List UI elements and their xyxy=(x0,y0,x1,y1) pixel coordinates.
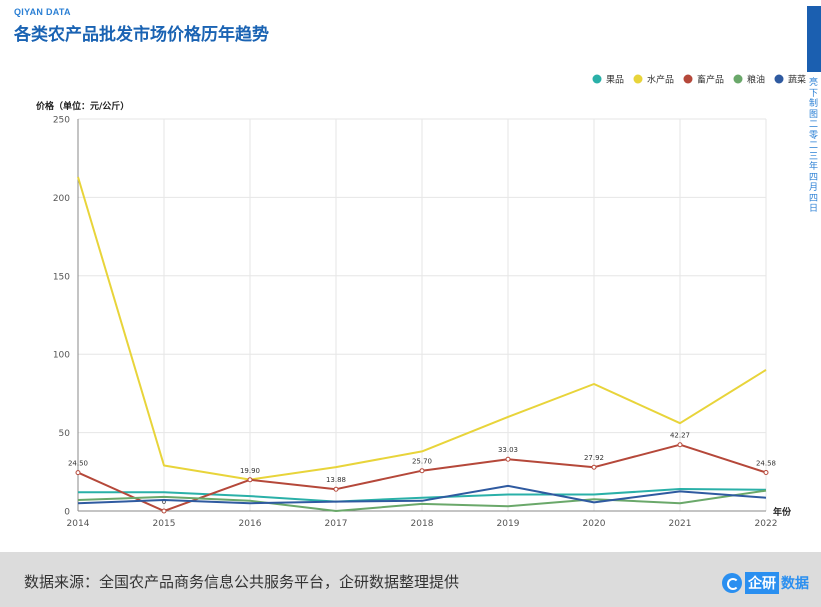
x-tick-label: 2021 xyxy=(669,519,692,529)
x-tick-label: 2022 xyxy=(755,519,778,529)
data-label: 33.03 xyxy=(498,446,518,454)
data-label: 24.58 xyxy=(756,459,776,467)
data-label: 27.92 xyxy=(584,454,604,462)
x-axis-title: 年份 xyxy=(773,506,792,518)
data-label: 42.27 xyxy=(670,432,690,440)
side-note: 亮下制图 二零二三年四月四日 xyxy=(808,78,818,214)
y-tick-label: 200 xyxy=(53,194,70,204)
x-tick-label: 2020 xyxy=(583,519,606,529)
side-accent-bar xyxy=(807,6,821,72)
data-point xyxy=(677,442,683,448)
series-line-粮油 xyxy=(77,489,767,512)
x-tick-label: 2014 xyxy=(67,519,90,529)
y-axis-title: 价格（单位：元/公斤） xyxy=(36,100,129,112)
data-point xyxy=(333,486,339,492)
data-point xyxy=(161,508,167,514)
legend-label: 蔬菜 xyxy=(788,74,806,86)
chart: 0 50 100 150 200 250 2014 2015 2016 2017 2018 2019 2… xyxy=(36,74,806,530)
data-point xyxy=(591,464,597,470)
x-tick-label: 2015 xyxy=(153,519,176,529)
y-tick-label: 150 xyxy=(53,272,70,282)
legend-marker-畜产品 xyxy=(683,74,693,84)
legend-marker-水产品 xyxy=(633,74,643,84)
legend-marker-果品 xyxy=(592,74,602,84)
data-point xyxy=(763,469,769,475)
logo-sub: 数据 xyxy=(781,576,809,592)
series-line-水产品 xyxy=(77,176,767,481)
data-source-text: 数据来源：全国农产品商务信息公共服务平台，企研数据整理提供 xyxy=(24,573,460,591)
series-line-果品 xyxy=(78,488,767,503)
y-tick-label: 0 xyxy=(64,508,70,518)
brand-label: QIYAN DATA xyxy=(14,7,71,17)
series-line-蔬菜 xyxy=(77,484,767,505)
legend-label: 粮油 xyxy=(747,74,765,86)
y-tick-label: 50 xyxy=(59,429,71,439)
y-tick-label: 100 xyxy=(53,351,70,361)
logo-name: 企研 xyxy=(745,572,779,594)
footer: 数据来源：全国农产品商务信息公共服务平台，企研数据整理提供 企研 数据 xyxy=(0,552,821,607)
data-label: 25.70 xyxy=(412,458,432,466)
logo-icon xyxy=(722,573,742,593)
data-label: 19.90 xyxy=(240,467,260,475)
x-tick-label: 2018 xyxy=(411,519,434,529)
company-logo: 企研 数据 xyxy=(722,572,809,594)
data-point xyxy=(419,468,425,474)
legend-label: 水产品 xyxy=(647,74,674,86)
data-label: 24.50 xyxy=(68,460,88,468)
data-label: 13.88 xyxy=(326,476,346,484)
legend-marker-粮油 xyxy=(733,74,743,84)
legend-label: 畜产品 xyxy=(697,74,724,86)
x-tick-label: 2017 xyxy=(325,519,348,529)
data-point xyxy=(75,470,81,476)
data-label: 0 xyxy=(162,498,166,506)
y-tick-label: 250 xyxy=(53,116,70,126)
data-point xyxy=(247,477,253,483)
data-point xyxy=(505,456,511,462)
x-tick-label: 2019 xyxy=(497,519,520,529)
legend-marker-蔬菜 xyxy=(774,74,784,84)
x-tick-label: 2016 xyxy=(239,519,262,529)
legend-label: 果品 xyxy=(606,75,624,86)
page-title: 各类农产品批发市场价格历年趋势 xyxy=(14,25,269,45)
